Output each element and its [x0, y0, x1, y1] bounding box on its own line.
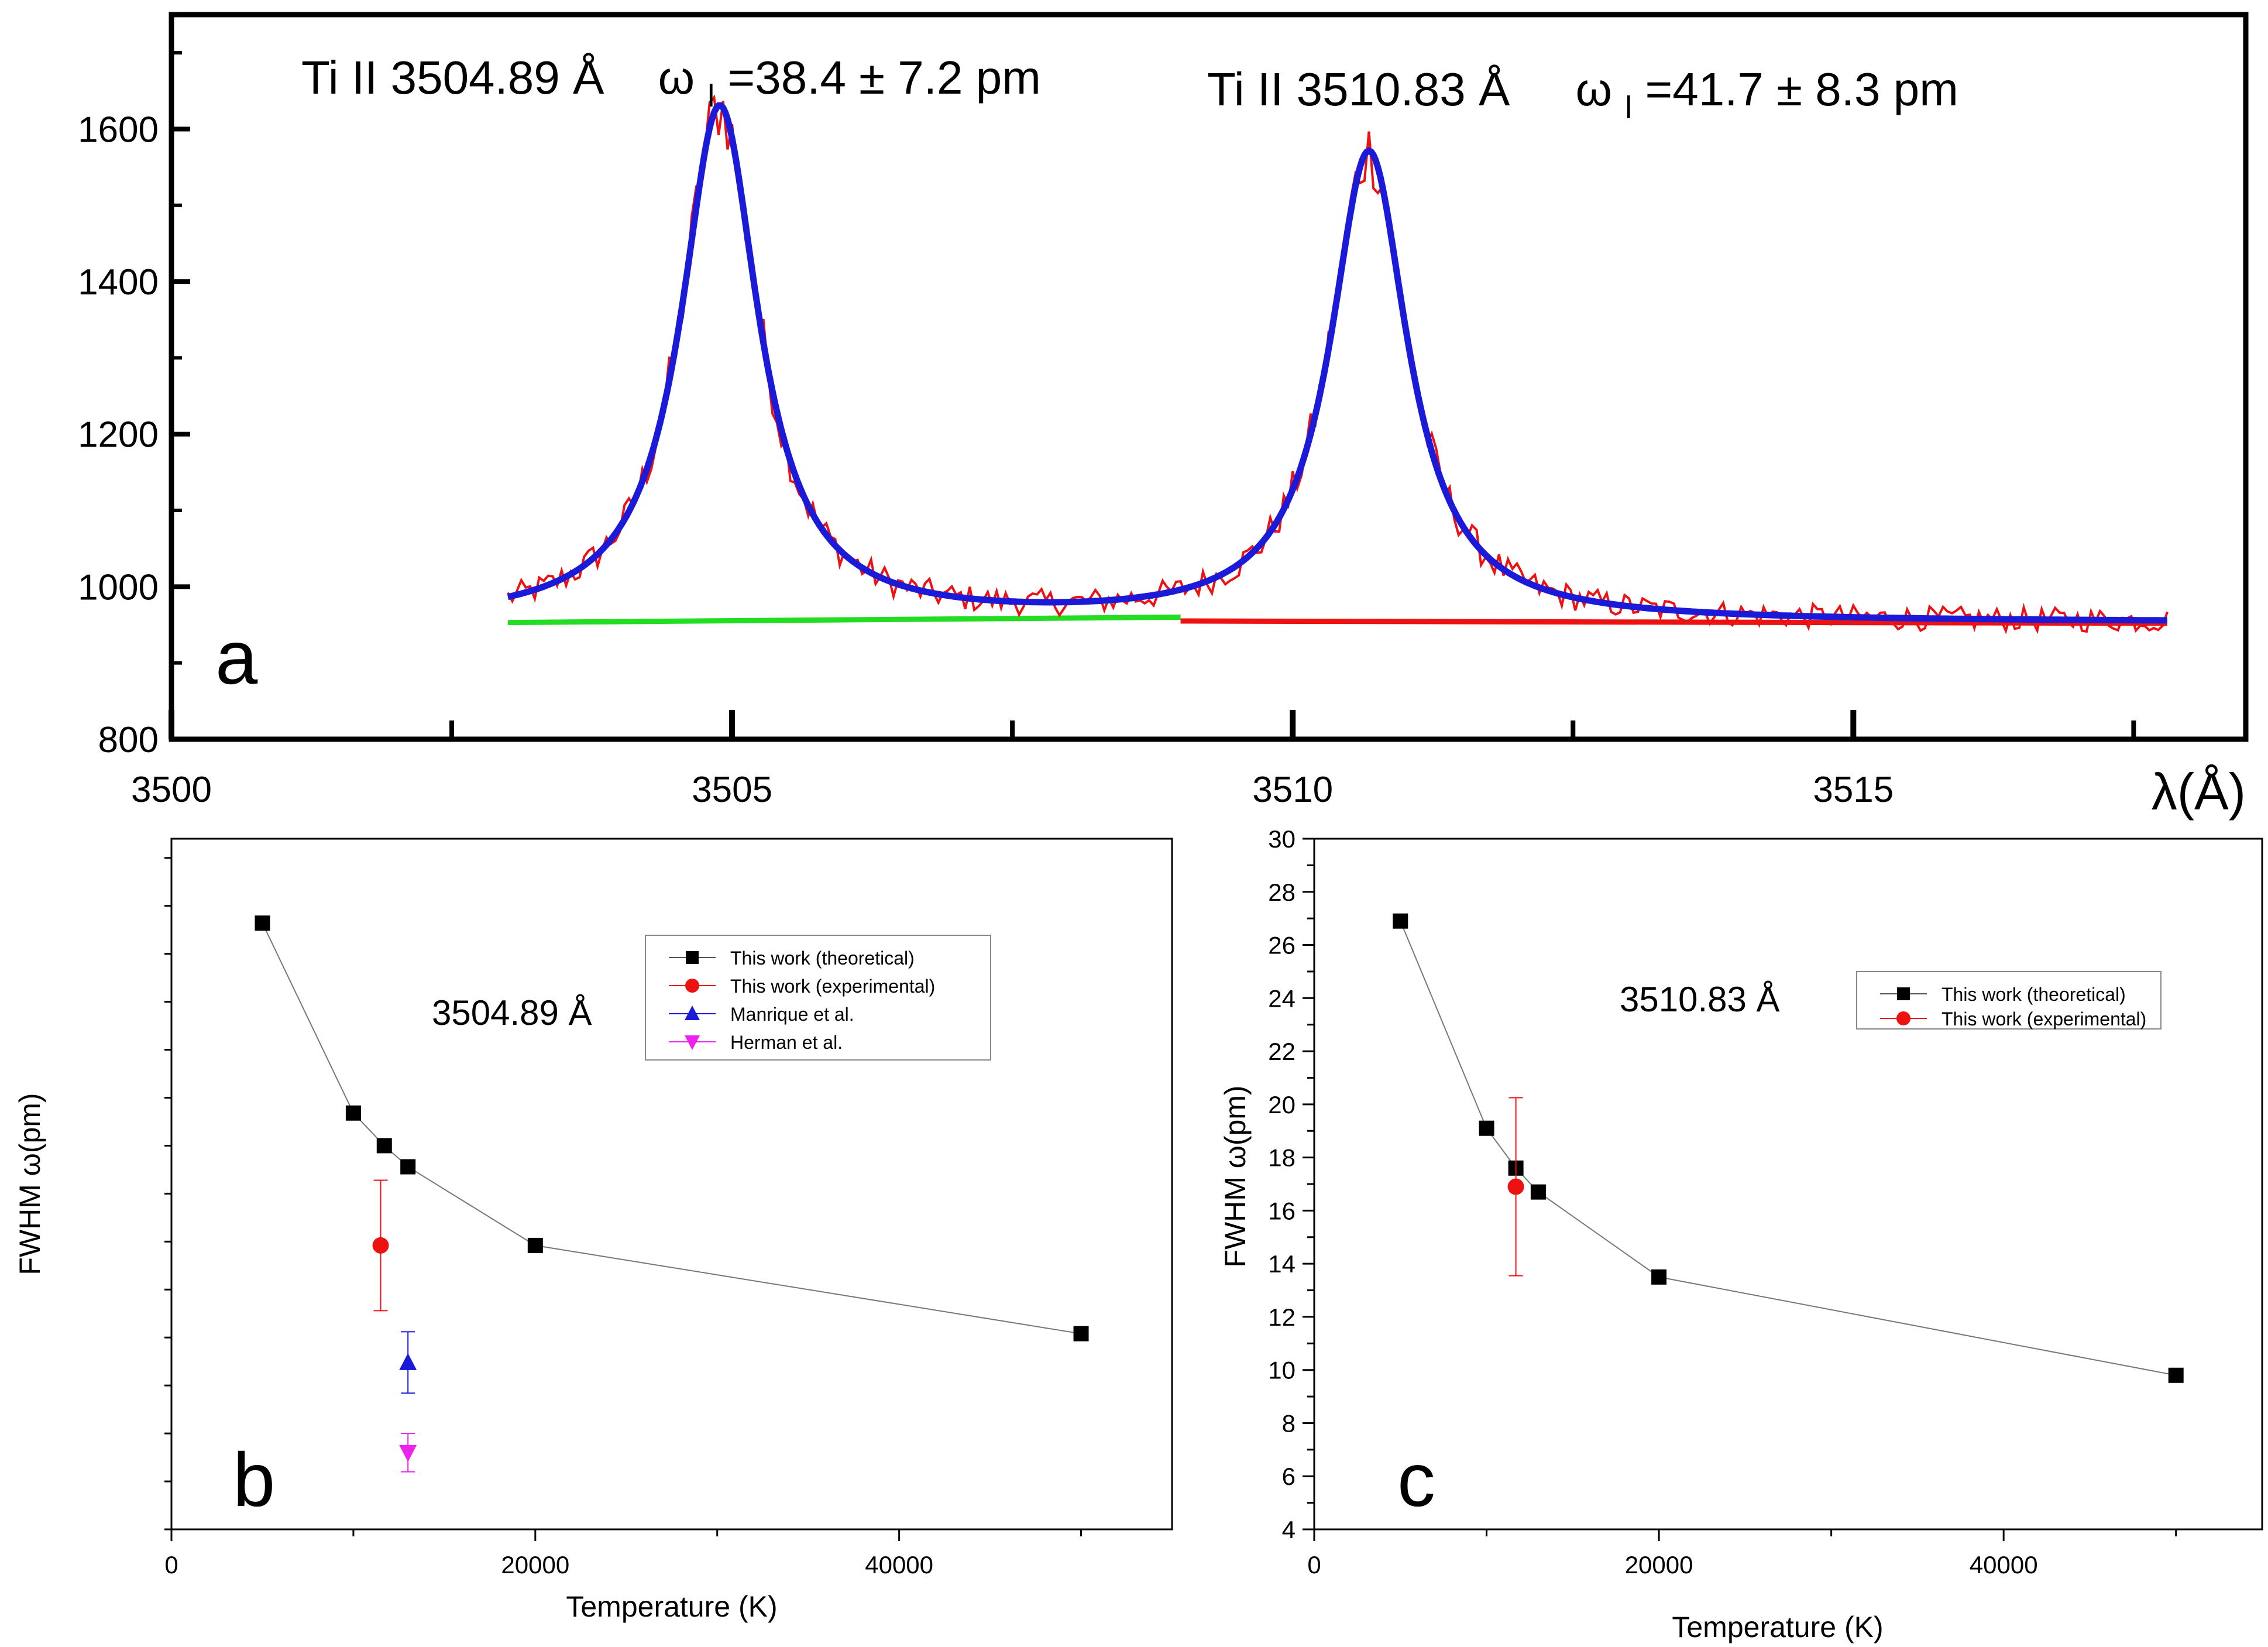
legend-label: This work (experimental)	[1941, 1008, 2146, 1030]
annotation-2-line: Ti II 3510.83 Å	[1207, 63, 1510, 115]
data-point	[372, 1237, 389, 1254]
legend-label: This work (theoretical)	[1941, 984, 2126, 1005]
panel-c-line-label: 3510.83 Å	[1620, 980, 1780, 1019]
x-tick-label: 40000	[1970, 1551, 2038, 1579]
panel-b-axes: 0 20000 40000	[164, 857, 1083, 1579]
panel-b-legend: This work (theoretical) This work (experi…	[645, 935, 991, 1061]
annotation-1-width-subscript: l	[707, 78, 714, 114]
y-tick-label: 28	[1268, 879, 1295, 906]
y-tick-label: 24	[1268, 984, 1295, 1012]
y-tick-label: 800	[98, 720, 159, 760]
x-tick-label: 20000	[501, 1551, 569, 1579]
experimental-spectrum	[507, 94, 2169, 634]
data-point	[2168, 1367, 2184, 1383]
data-point	[1393, 913, 1408, 929]
panel-a-spectrum: 800 1000 1200 1400 1600 3500 3505 3510 3515 λ(Å…	[78, 12, 2249, 821]
x-tick-label: 3505	[692, 770, 772, 810]
legend-marker	[685, 1035, 700, 1050]
panel-b-fwhm-3504: 0 20000 40000 Temperature (K) FWHM ω(pm) 3…	[13, 838, 1173, 1623]
x-tick-label: 40000	[865, 1551, 933, 1579]
panel-b-plot-area	[255, 915, 1089, 1473]
annotation-2-width-value: =41.7 ± 8.3 pm	[1645, 63, 1958, 115]
legend-label: This work (experimental)	[730, 976, 935, 997]
annotation-1-line: Ti II 3504.89 Å	[301, 52, 604, 104]
panel-a-letter: a	[215, 615, 258, 700]
data-point	[399, 1353, 417, 1370]
annotation-1-width-symbol: ω	[658, 52, 695, 104]
annotation-2-width-subscript: l	[1625, 90, 1632, 125]
panel-a-annotation-2: Ti II 3510.83 Å ω l =41.7 ± 8.3 pm	[1207, 63, 1958, 128]
x-tick-label: 3515	[1813, 770, 1894, 810]
y-tick-label: 6	[1282, 1463, 1295, 1490]
x-tick-label: 0	[1307, 1551, 1321, 1579]
legend-marker	[685, 1006, 700, 1020]
y-tick-label: 22	[1268, 1038, 1295, 1065]
panel-c-fwhm-3510: 0 20000 40000 4 6 8 10 12 14 16 18 20 22 24 26 28 30 Tem…	[1219, 825, 2263, 1643]
panel-c-y-axis-label: FWHM ω(pm)	[1219, 1085, 1252, 1267]
data-point	[1073, 1326, 1089, 1341]
y-tick-label: 18	[1268, 1144, 1295, 1172]
legend-box	[645, 935, 991, 1061]
data-point	[400, 1159, 416, 1175]
panel-b-y-axis-label: FWHM ω(pm)	[13, 1093, 46, 1275]
data-point	[1530, 1184, 1546, 1200]
x-tick-label: 3500	[131, 770, 212, 810]
data-point	[1507, 1178, 1524, 1195]
panel-b-x-axis-label: Temperature (K)	[566, 1590, 777, 1623]
annotation-2-width-symbol: ω	[1576, 63, 1612, 115]
panel-b-frame	[170, 838, 1173, 1531]
legend-label: Manrique et al.	[730, 1004, 854, 1025]
data-point	[1479, 1120, 1494, 1136]
panel-c-letter: c	[1397, 1437, 1435, 1522]
y-tick-label: 1200	[78, 415, 159, 455]
panel-c-x-axis-label: Temperature (K)	[1672, 1611, 1883, 1643]
legend-label: Herman et al.	[730, 1032, 843, 1053]
panel-c-legend: This work (theoretical) This work (experi…	[1856, 971, 2162, 1030]
y-tick-label: 26	[1268, 932, 1295, 959]
y-tick-label: 10	[1268, 1357, 1295, 1384]
panel-c-axes: 0 20000 40000 4 6 8 10 12 14 16 18 20 22 24 26 28 30	[1268, 825, 2177, 1579]
data-point	[376, 1138, 392, 1154]
legend-marker	[1897, 987, 1910, 1000]
legend-marker	[685, 979, 699, 993]
y-tick-label: 16	[1268, 1197, 1295, 1224]
fit-curve	[507, 102, 2167, 624]
panel-a-x-axis-label: λ(Å)	[2152, 763, 2246, 821]
y-tick-label: 12	[1268, 1303, 1295, 1331]
y-tick-label: 1000	[78, 567, 159, 608]
y-tick-label: 14	[1268, 1250, 1295, 1278]
y-tick-label: 20	[1268, 1091, 1295, 1118]
y-tick-label: 8	[1282, 1409, 1295, 1437]
panel-b-letter: b	[233, 1437, 275, 1522]
y-tick-label: 1600	[78, 109, 159, 150]
y-tick-label: 4	[1282, 1516, 1295, 1543]
x-tick-label: 20000	[1625, 1551, 1693, 1579]
y-tick-label: 30	[1268, 825, 1295, 853]
x-tick-label: 0	[164, 1551, 178, 1579]
panel-a-annotation-1: Ti II 3504.89 Å ω l =38.4 ± 7.2 pm	[301, 52, 1041, 116]
data-point	[527, 1237, 543, 1253]
data-point	[255, 915, 270, 931]
panel-c-frame	[1313, 838, 2263, 1531]
series-line	[1400, 921, 2176, 1376]
panel-a-x-axis: 3500 3505 3510 3515	[131, 710, 2136, 810]
panel-c-plot-area	[1393, 913, 2184, 1383]
panel-a-y-axis: 800 1000 1200 1400 1600	[78, 51, 190, 760]
x-tick-label: 3510	[1252, 770, 1333, 810]
panel-a-frame	[169, 12, 2249, 742]
series-line	[262, 922, 1081, 1334]
legend-marker	[686, 951, 699, 964]
panel-a-plot-area	[507, 94, 2169, 634]
legend-marker	[1896, 1011, 1910, 1025]
data-point	[345, 1105, 361, 1121]
data-point	[1651, 1269, 1667, 1285]
annotation-1-width-value: =38.4 ± 7.2 pm	[728, 52, 1041, 104]
panel-b-line-label: 3504.89 Å	[432, 993, 592, 1032]
y-tick-label: 1400	[78, 262, 159, 303]
baseline-green	[507, 614, 1181, 626]
legend-label: This work (theoretical)	[730, 948, 915, 969]
data-point	[399, 1444, 417, 1462]
